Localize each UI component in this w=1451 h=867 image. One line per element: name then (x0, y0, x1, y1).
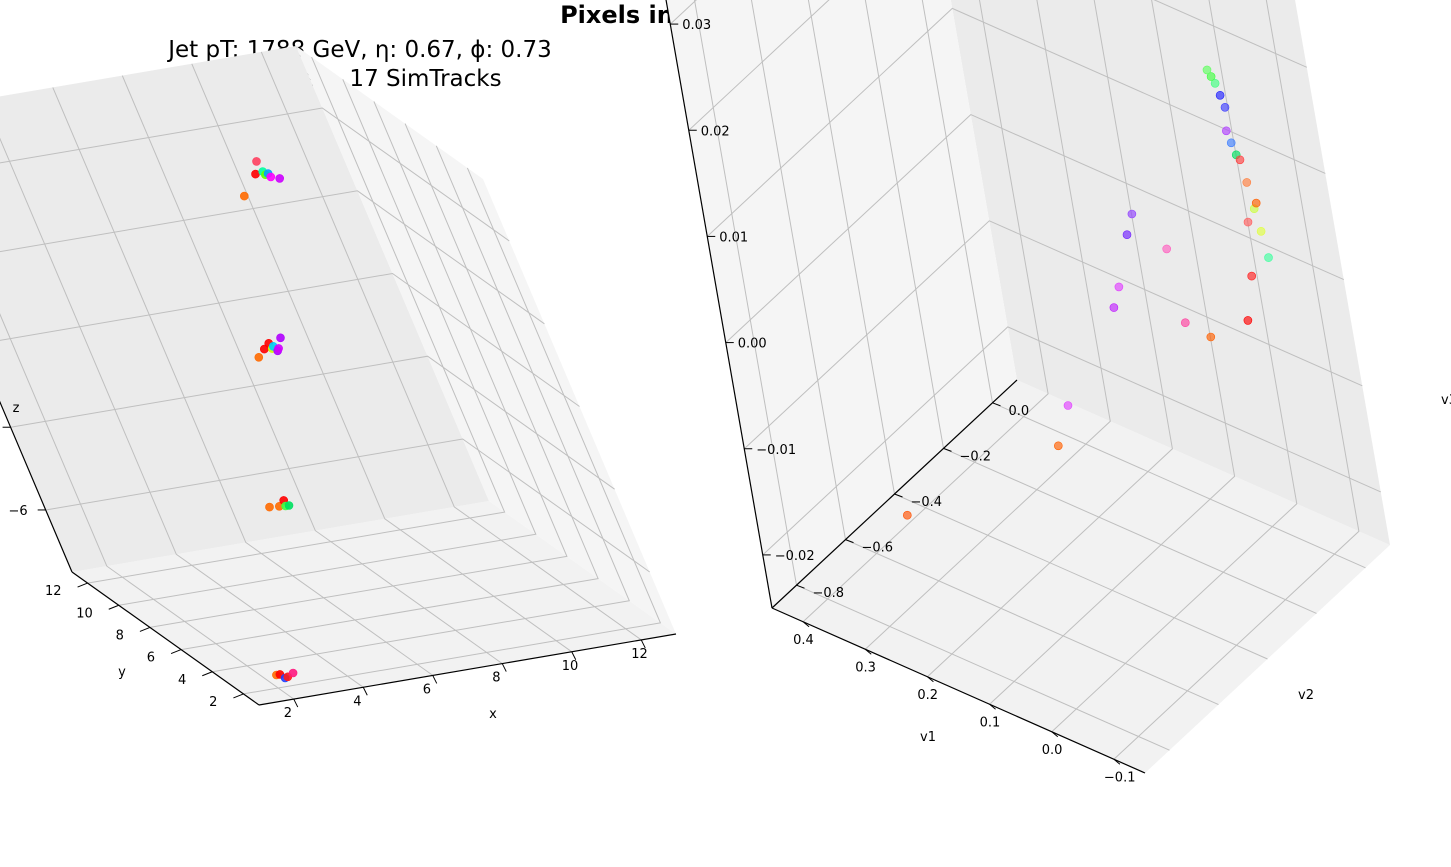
left-x-tick-label-0: 2 (284, 706, 292, 721)
right-point-10 (1243, 178, 1251, 186)
left-y-axis-label: y (118, 665, 126, 680)
left-point-19 (252, 170, 260, 178)
left-point-10 (255, 353, 263, 361)
left-point-24 (267, 173, 275, 181)
right-point-5 (1203, 66, 1211, 74)
right-point-16 (1248, 272, 1256, 280)
left-y-tick-label-3: 8 (116, 628, 124, 643)
right-point-27 (903, 511, 911, 519)
left-y-tick-3 (140, 627, 150, 631)
left-x-tick-2 (433, 675, 437, 683)
left-x-tick-label-3: 8 (492, 671, 500, 686)
right-point-17 (1244, 316, 1252, 324)
left-x-tick-label-1: 4 (353, 694, 361, 709)
left-x-tick-label-2: 6 (423, 682, 431, 697)
right-z-tick-label-5: 0.03 (682, 18, 711, 33)
right-x-tick-label-1: 0.0 (1042, 743, 1063, 758)
left-z-tick-label-0: −6 (9, 504, 28, 519)
right-point-14 (1252, 199, 1260, 207)
right-point-9 (1236, 156, 1244, 164)
right-point-1 (1221, 103, 1229, 111)
left-y-tick-label-4: 10 (76, 606, 93, 621)
left-point-20 (253, 157, 261, 165)
right-z-tick-label-0: −0.02 (775, 549, 815, 564)
left-point-25 (276, 174, 284, 182)
right-z-tick-label-2: 0.00 (738, 337, 767, 352)
right-z-tick-label-3: 0.01 (719, 230, 748, 245)
right-point-6 (1222, 127, 1230, 135)
right-point-26 (1054, 442, 1062, 450)
left-y-tick-label-2: 6 (147, 651, 155, 666)
left-point-9 (285, 502, 293, 510)
right-point-21 (1128, 210, 1136, 218)
left-x-tick-label-4: 10 (562, 659, 579, 674)
left-x-tick-1 (363, 687, 367, 695)
right-point-19 (1181, 319, 1189, 327)
right-point-7 (1227, 139, 1235, 147)
left-y-tick-label-0: 2 (209, 695, 217, 710)
right-point-22 (1123, 231, 1131, 239)
left-x-tick-label-5: 12 (631, 647, 648, 662)
right-point-20 (1163, 245, 1171, 253)
left-point-18 (240, 192, 248, 200)
right-y-axis-label: v2 (1298, 688, 1314, 703)
right-point-23 (1115, 283, 1123, 291)
right-point-25 (1064, 402, 1072, 410)
right-y-tick-label-4: −0.8 (813, 586, 845, 601)
right-z-tick-label-4: 0.02 (701, 124, 730, 139)
left-y-tick-1 (202, 672, 212, 676)
right-x-tick-label-3: 0.2 (917, 688, 938, 703)
right-y-tick-label-2: −0.4 (911, 495, 943, 510)
left-x-tick-0 (294, 699, 298, 707)
right-y-tick-label-3: −0.6 (862, 541, 894, 556)
left-point-5 (266, 503, 274, 511)
left-point-4 (289, 669, 297, 677)
left-y-tick-4 (109, 605, 119, 609)
right-x-tick-label-4: 0.3 (855, 660, 876, 675)
right-y-tick-label-0: 0.0 (1009, 404, 1030, 419)
right-point-12 (1257, 227, 1265, 235)
left-y-tick-5 (78, 583, 88, 587)
right-point-15 (1244, 218, 1252, 226)
left-y-tick-0 (233, 694, 243, 698)
right-z-tick-label-1: −0.01 (756, 443, 796, 458)
right-point-24 (1110, 304, 1118, 312)
right-x-tick-label-2: 0.1 (980, 715, 1001, 730)
right-point-2 (1216, 91, 1224, 99)
right-y-tick-label-1: −0.2 (960, 449, 992, 464)
left-z-axis-label: z (13, 401, 20, 416)
left-point-17 (277, 334, 285, 342)
left-y-tick-2 (171, 650, 181, 654)
right-x-tick-label-0: −0.1 (1104, 770, 1136, 785)
left-x-axis-label: x (489, 707, 497, 722)
left-y-tick-label-5: 12 (45, 584, 62, 599)
left-point-16 (275, 344, 283, 352)
right-x-tick-label-5: 0.4 (793, 633, 814, 648)
right-point-18 (1207, 333, 1215, 341)
right-point-13 (1265, 254, 1273, 262)
left-x-tick-3 (502, 664, 506, 672)
right-z-axis-label: v3 (1441, 393, 1451, 408)
right-x-axis-label: v1 (920, 730, 936, 745)
left-y-tick-label-1: 4 (178, 673, 186, 688)
